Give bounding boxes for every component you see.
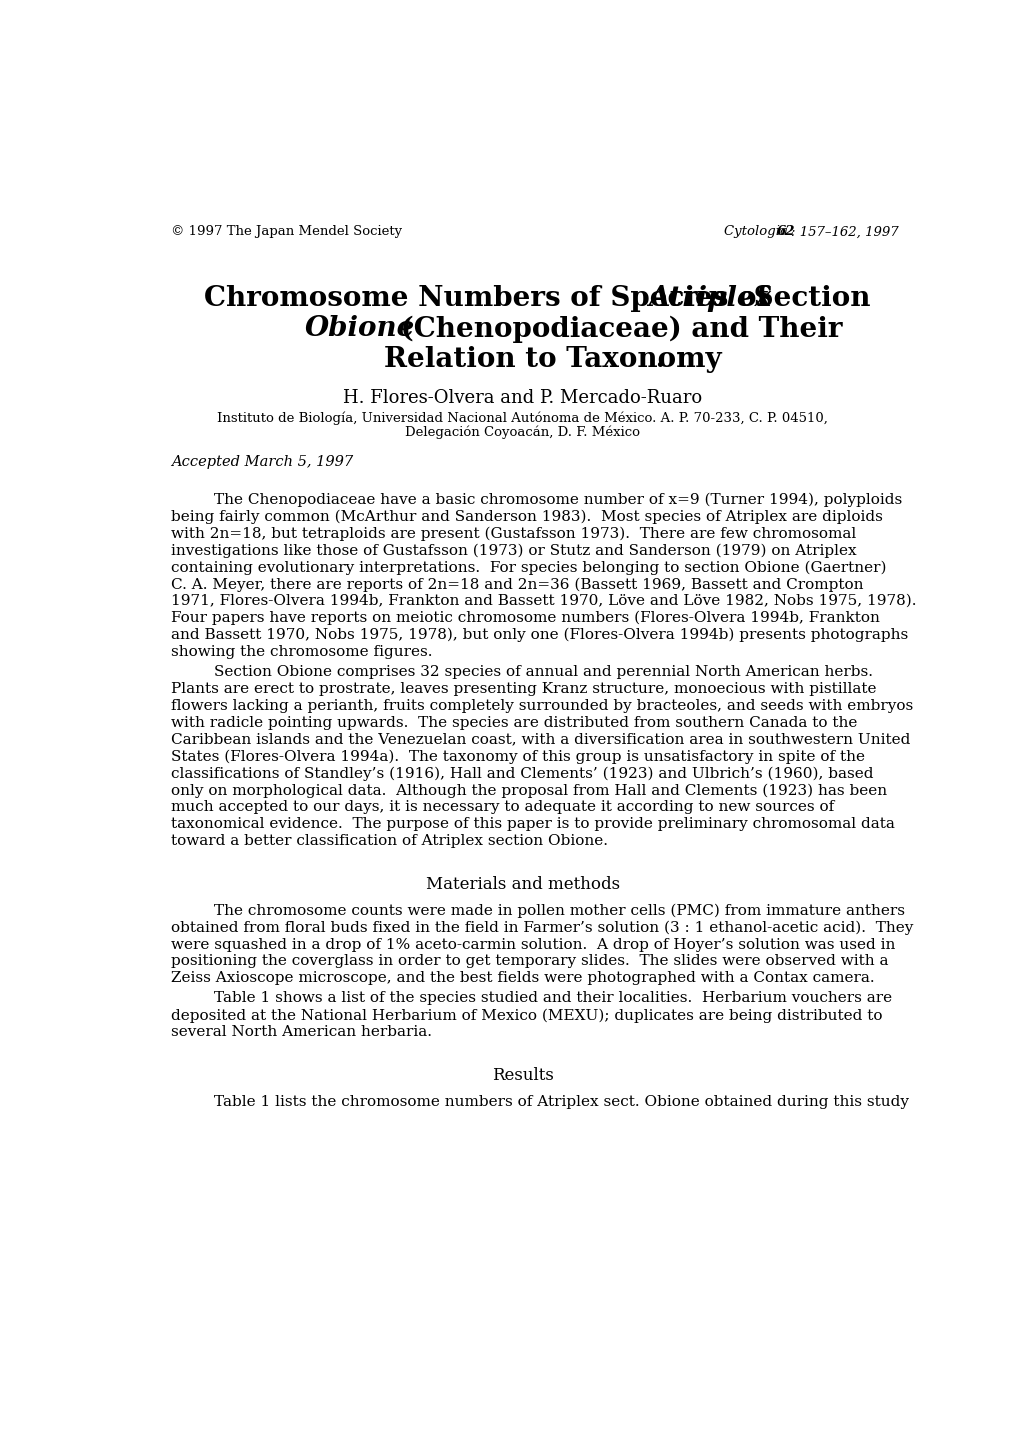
Text: being fairly common (McArthur and Sanderson 1983).  Most species of Atriplex are: being fairly common (McArthur and Sander… <box>171 510 881 523</box>
Text: deposited at the National Herbarium of Mexico (MEXU); duplicates are being distr: deposited at the National Herbarium of M… <box>171 1009 881 1023</box>
Text: Materials and methods: Materials and methods <box>425 876 620 893</box>
Text: investigations like those of Gustafsson (1973) or Stutz and Sanderson (1979) on : investigations like those of Gustafsson … <box>171 543 856 558</box>
Text: were squashed in a drop of 1% aceto-carmin solution.  A drop of Hoyer’s solution: were squashed in a drop of 1% aceto-carm… <box>171 938 895 951</box>
Text: C. A. Meyer, there are reports of 2n=18 and 2n=36 (Bassett 1969, Bassett and Cro: C. A. Meyer, there are reports of 2n=18 … <box>171 578 862 592</box>
Text: Section Obione comprises 32 species of annual and perennial North American herbs: Section Obione comprises 32 species of a… <box>214 664 872 679</box>
Text: H. Flores-Olvera and P. Mercado-Ruaro: H. Flores-Olvera and P. Mercado-Ruaro <box>342 389 702 406</box>
Text: obtained from floral buds fixed in the field in Farmer’s solution (3 : 1 ethanol: obtained from floral buds fixed in the f… <box>171 921 912 935</box>
Text: and Bassett 1970, Nobs 1975, 1978), but only one (Flores-Olvera 1994b) presents : and Bassett 1970, Nobs 1975, 1978), but … <box>171 628 907 643</box>
Text: Section: Section <box>743 284 869 311</box>
Text: 1971, Flores-Olvera 1994b, Frankton and Bassett 1970, Löve and Löve 1982, Nobs 1: 1971, Flores-Olvera 1994b, Frankton and … <box>171 594 915 608</box>
Text: positioning the coverglass in order to get temporary slides.  The slides were ob: positioning the coverglass in order to g… <box>171 954 888 968</box>
Text: Delegación Coyoacán, D. F. México: Delegación Coyoacán, D. F. México <box>405 425 640 440</box>
Text: : 157–162, 1997: : 157–162, 1997 <box>791 225 898 238</box>
Text: flowers lacking a perianth, fruits completely surrounded by bracteoles, and seed: flowers lacking a perianth, fruits compl… <box>171 699 912 713</box>
Text: Chromosome Numbers of Species of: Chromosome Numbers of Species of <box>204 284 776 311</box>
Text: States (Flores-Olvera 1994a).  The taxonomy of this group is unsatisfactory in s: States (Flores-Olvera 1994a). The taxono… <box>171 749 864 764</box>
Text: Atriplex: Atriplex <box>648 284 770 311</box>
Text: Caribbean islands and the Venezuelan coast, with a diversification area in south: Caribbean islands and the Venezuelan coa… <box>171 732 909 746</box>
Text: Results: Results <box>491 1066 553 1084</box>
Text: (Chenopodiaceae) and Their: (Chenopodiaceae) and Their <box>390 316 842 343</box>
Text: The chromosome counts were made in pollen mother cells (PMC) from immature anthe: The chromosome counts were made in polle… <box>214 904 905 918</box>
Text: taxonomical evidence.  The purpose of this paper is to provide preliminary chrom: taxonomical evidence. The purpose of thi… <box>171 817 894 831</box>
Text: toward a better classification of Atriplex section Obione.: toward a better classification of Atripl… <box>171 834 607 849</box>
Text: .: . <box>645 346 664 373</box>
Text: with radicle pointing upwards.  The species are distributed from southern Canada: with radicle pointing upwards. The speci… <box>171 716 856 729</box>
Text: only on morphological data.  Although the proposal from Hall and Clements (1923): only on morphological data. Although the… <box>171 784 887 798</box>
Text: with 2n=18, but tetraploids are present (Gustafsson 1973).  There are few chromo: with 2n=18, but tetraploids are present … <box>171 526 855 540</box>
Text: containing evolutionary interpretations.  For species belonging to section Obion: containing evolutionary interpretations.… <box>171 561 886 575</box>
Text: Plants are erect to prostrate, leaves presenting Kranz structure, monoecious wit: Plants are erect to prostrate, leaves pr… <box>171 682 875 696</box>
Text: Table 1 shows a list of the species studied and their localities.  Herbarium vou: Table 1 shows a list of the species stud… <box>214 991 892 1006</box>
Text: Table 1 lists the chromosome numbers of Atriplex sect. Obione obtained during th: Table 1 lists the chromosome numbers of … <box>214 1095 908 1108</box>
Text: Instituto de Biología, Universidad Nacional Autónoma de México. A. P. 70-233, C.: Instituto de Biología, Universidad Nacio… <box>217 412 827 425</box>
Text: Cytologia: Cytologia <box>723 225 792 238</box>
Text: classifications of Standley’s (1916), Hall and Clements’ (1923) and Ulbrich’s (1: classifications of Standley’s (1916), Ha… <box>171 767 872 781</box>
Text: several North American herbaria.: several North American herbaria. <box>171 1026 431 1039</box>
Text: Relation to Taxonomy: Relation to Taxonomy <box>384 346 721 373</box>
Text: Obione: Obione <box>305 316 415 343</box>
Text: much accepted to our days, it is necessary to adequate it according to new sourc: much accepted to our days, it is necessa… <box>171 800 834 814</box>
Text: The Chenopodiaceae have a basic chromosome number of x=9 (Turner 1994), polyploi: The Chenopodiaceae have a basic chromoso… <box>214 493 902 507</box>
Text: Zeiss Axioscope microscope, and the best fields were photographed with a Contax : Zeiss Axioscope microscope, and the best… <box>171 971 873 986</box>
Text: 62: 62 <box>776 225 795 238</box>
Text: Accepted March 5, 1997: Accepted March 5, 1997 <box>171 455 353 468</box>
Text: showing the chromosome figures.: showing the chromosome figures. <box>171 646 432 659</box>
Text: © 1997 The Japan Mendel Society: © 1997 The Japan Mendel Society <box>171 225 401 238</box>
Text: Four papers have reports on meiotic chromosome numbers (Flores-Olvera 1994b, Fra: Four papers have reports on meiotic chro… <box>171 611 879 625</box>
